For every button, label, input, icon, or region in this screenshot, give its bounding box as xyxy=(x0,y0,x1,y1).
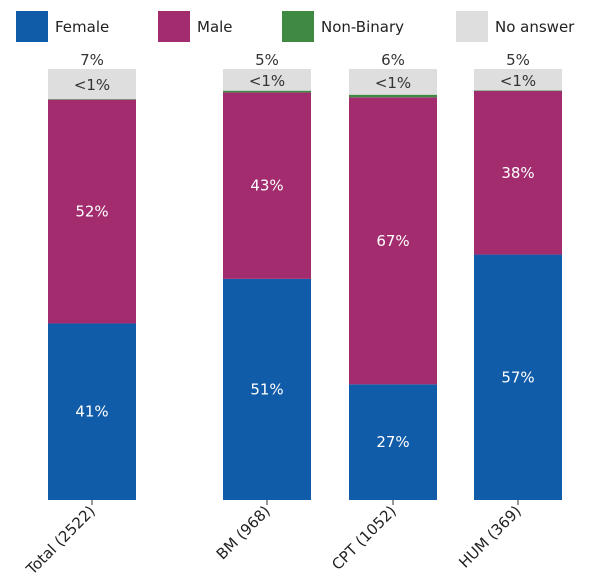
data-label-male-hum-369: 38% xyxy=(501,164,534,182)
legend-label-no-answer: No answer xyxy=(495,18,575,36)
bar-non-binary-cpt-1052 xyxy=(349,94,437,98)
legend-swatch-no-answer xyxy=(456,11,488,42)
x-axis: Total (2522) BM (968) CPT (1052) HUM (369) xyxy=(22,500,525,579)
bar-no-answer-cpt-1052 xyxy=(349,69,437,95)
bar-non-binary-hum-369 xyxy=(474,90,562,92)
bar-male-total-2522 xyxy=(48,99,136,324)
legend: Female Male Non-Binary No answer xyxy=(16,11,575,42)
data-label-female-bm-968: 51% xyxy=(250,380,283,398)
data-label-male-cpt-1052: 67% xyxy=(376,232,409,250)
bar-female-hum-369 xyxy=(474,254,562,500)
legend-swatch-male xyxy=(158,11,190,42)
data-label-non-binary-total-2522: <1% xyxy=(74,76,110,94)
data-label-no-answer-bm-968: 5% xyxy=(255,51,279,69)
bar-female-total-2522 xyxy=(48,323,136,500)
x-tick-label-cpt-1052: CPT (1052) xyxy=(328,502,400,574)
bar-non-binary-bm-968 xyxy=(223,90,311,93)
bar-no-answer-total-2522 xyxy=(48,69,136,100)
x-tick-label-hum-369: HUM (369) xyxy=(455,502,525,572)
x-tick-label-total-2522: Total (2522) xyxy=(22,502,99,579)
data-label-male-bm-968: 43% xyxy=(250,177,283,195)
bar-male-bm-968 xyxy=(223,92,311,279)
data-label-female-total-2522: 41% xyxy=(75,403,108,421)
bar-female-bm-968 xyxy=(223,278,311,500)
legend-swatch-female xyxy=(16,11,48,42)
data-label-female-cpt-1052: 27% xyxy=(376,433,409,451)
data-label-non-binary-cpt-1052: <1% xyxy=(375,74,411,92)
data-labels: 41% 52% 7% <1% 51% 43% 5% <1% 27% 67% 6% <1% 57% 38% 5… xyxy=(74,51,536,451)
legend-label-female: Female xyxy=(55,18,109,36)
bar-male-hum-369 xyxy=(474,90,562,255)
legend-label-male: Male xyxy=(197,18,233,36)
legend-label-non-binary: Non-Binary xyxy=(321,18,404,36)
legend-swatch-non-binary xyxy=(282,11,314,42)
x-tick-label-bm-968: BM (968) xyxy=(213,502,274,563)
bars xyxy=(48,69,562,500)
bar-no-answer-bm-968 xyxy=(223,69,311,91)
data-label-non-binary-hum-369: <1% xyxy=(500,72,536,90)
data-label-male-total-2522: 52% xyxy=(75,203,108,221)
bar-non-binary-total-2522 xyxy=(48,99,136,100)
bar-female-cpt-1052 xyxy=(349,384,437,500)
data-label-non-binary-bm-968: <1% xyxy=(249,72,285,90)
data-label-no-answer-cpt-1052: 6% xyxy=(381,51,405,69)
bar-male-cpt-1052 xyxy=(349,97,437,385)
data-label-female-hum-369: 57% xyxy=(501,368,534,386)
bar-no-answer-hum-369 xyxy=(474,69,562,91)
data-label-no-answer-total-2522: 7% xyxy=(80,51,104,69)
data-label-no-answer-hum-369: 5% xyxy=(506,51,530,69)
